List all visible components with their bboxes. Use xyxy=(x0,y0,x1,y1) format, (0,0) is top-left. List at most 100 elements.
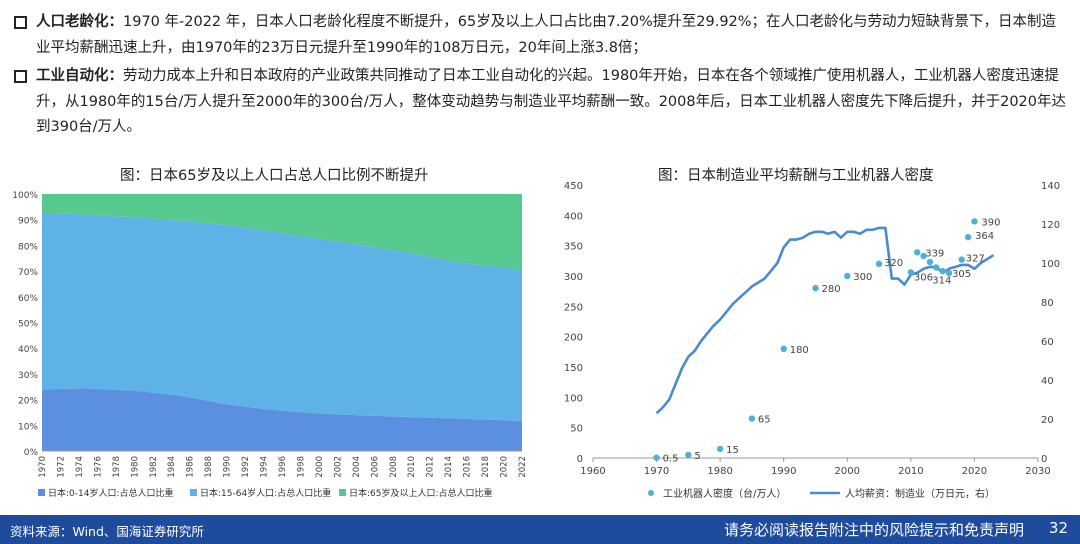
robot-density-point xyxy=(844,272,851,280)
robot-density-point xyxy=(939,267,946,275)
x-tick-label: 1960 xyxy=(580,466,605,477)
y-tick-label: 10% xyxy=(18,422,38,432)
robot-density-point xyxy=(945,269,953,277)
x-tick-label: 2014 xyxy=(444,456,454,478)
x-tick-label: 2030 xyxy=(1025,466,1050,477)
x-tick-label: 2016 xyxy=(463,456,473,478)
y-tick-label: 40% xyxy=(18,345,38,355)
legend-label: 人均薪资：制造业（万日元，右） xyxy=(845,487,995,500)
point-label: 180 xyxy=(790,345,809,356)
point-label: 15 xyxy=(726,445,739,456)
y-tick-label: 20% xyxy=(18,397,38,407)
x-tick-label: 2020 xyxy=(500,456,510,478)
y-left-tick-label: 50 xyxy=(570,424,583,435)
x-tick-label: 1990 xyxy=(771,466,796,477)
wage-robot-chart: 1960 1970 1980 1990 2000 2010 2020 203005010015… xyxy=(564,181,1060,500)
legend-swatch xyxy=(339,489,346,496)
y-right-tick-label: 100 xyxy=(1041,259,1060,270)
point-label: 306 xyxy=(914,272,933,283)
robot-density-point xyxy=(716,445,724,453)
square-bullet-icon xyxy=(14,16,27,29)
x-tick-label: 2010 xyxy=(407,456,417,478)
bullet-automation: 工业自动化：劳动力成本上升和日本政府的产业政策共同推动了日本工业自动化的兴起。1… xyxy=(8,64,1070,141)
y-left-tick-label: 250 xyxy=(564,302,583,313)
area-series xyxy=(42,388,522,451)
x-tick-label: 1988 xyxy=(204,456,214,478)
disclaimer: 请务必阅读报告附注中的风险提示和免责声明 xyxy=(723,521,1024,539)
x-tick-label: 2012 xyxy=(426,456,436,478)
robot-density-point xyxy=(920,252,927,260)
x-tick-label: 2018 xyxy=(481,456,491,478)
point-label: 339 xyxy=(925,248,944,259)
y-tick-label: 60% xyxy=(18,294,38,304)
page-number: 32 xyxy=(1048,519,1068,537)
point-label: 0.5 xyxy=(663,454,679,465)
bullet-heading: 工业自动化： xyxy=(36,68,123,84)
x-tick-label: 1984 xyxy=(167,456,177,478)
x-tick-label: 1970 xyxy=(644,466,669,477)
x-tick-label: 1976 xyxy=(93,456,103,478)
y-tick-label: 0% xyxy=(24,448,39,458)
x-tick-label: 1980 xyxy=(707,466,732,477)
robot-density-point xyxy=(933,264,940,271)
y-left-tick-label: 450 xyxy=(564,181,583,192)
y-tick-label: 30% xyxy=(18,371,38,381)
square-bullet-icon xyxy=(14,70,27,83)
y-tick-label: 100% xyxy=(12,191,38,201)
point-label: 305 xyxy=(952,269,971,280)
right-chart-title: 图：日本制造业平均薪酬与工业机器人密度 xyxy=(658,168,934,184)
bullet-text: 1970 年-2022 年，日本人口老龄化程度不断提升，65岁及以上人口占比由7… xyxy=(36,14,1057,56)
x-tick-label: 1982 xyxy=(149,456,159,478)
x-tick-label: 1996 xyxy=(278,456,288,478)
y-right-tick-label: 140 xyxy=(1041,181,1060,192)
robot-density-point xyxy=(907,269,915,276)
legend-label: 日本:15-64岁人口:占总人口比重 xyxy=(200,487,331,499)
x-tick-label: 1986 xyxy=(186,456,196,478)
bullet-list: 人口老龄化：1970 年-2022 年，日本人口老龄化程度不断提升，65岁及以上… xyxy=(8,10,1070,144)
robot-density-point xyxy=(971,218,978,225)
robot-density-point xyxy=(914,249,921,256)
bullet-aging: 人口老龄化：1970 年-2022 年，日本人口老龄化程度不断提升，65岁及以上… xyxy=(8,10,1070,61)
robot-density-point xyxy=(653,454,660,461)
footer-bar: 资料来源：Wind、国海证券研究所 请务必阅读报告附注中的风险提示和免责声明 3… xyxy=(0,515,1080,544)
x-tick-label: 1978 xyxy=(112,456,122,478)
population-area-chart: 0% 10% 20% 30% 40% 50% 60% 70% 80% 90% 100% 1970 197… xyxy=(12,191,528,499)
bullet-heading: 人口老龄化： xyxy=(36,14,123,30)
robot-density-point xyxy=(748,415,756,422)
x-tick-label: 1994 xyxy=(260,456,270,478)
left-chart-title: 图：日本65岁及以上人口占总人口比例不断提升 xyxy=(120,168,429,184)
y-left-tick-label: 150 xyxy=(564,363,583,374)
x-tick-label: 1970 xyxy=(38,456,48,478)
y-tick-label: 80% xyxy=(18,242,38,252)
y-tick-label: 70% xyxy=(18,268,38,278)
x-tick-label: 2000 xyxy=(315,456,325,478)
point-label: 390 xyxy=(981,217,1000,228)
point-label: 327 xyxy=(966,254,985,265)
x-tick-label: 2008 xyxy=(389,456,399,478)
x-tick-label: 1992 xyxy=(241,456,251,478)
y-left-tick-label: 350 xyxy=(564,242,583,253)
x-tick-label: 1998 xyxy=(296,456,306,478)
x-tick-label: 1974 xyxy=(75,456,85,478)
x-tick-label: 2004 xyxy=(352,456,362,478)
y-tick-label: 90% xyxy=(18,217,38,227)
point-label: 65 xyxy=(758,415,771,426)
y-left-tick-label: 0 xyxy=(577,454,583,465)
legend-swatch xyxy=(38,489,45,496)
area-series xyxy=(42,194,522,271)
point-label: 280 xyxy=(822,284,841,295)
robot-density-point xyxy=(780,345,787,352)
x-tick-label: 2020 xyxy=(962,466,987,477)
legend-label: 工业机器人密度（台/万人） xyxy=(663,487,786,500)
y-right-tick-label: 80 xyxy=(1041,298,1054,309)
y-right-tick-label: 20 xyxy=(1041,415,1054,426)
source-note: 资料来源：Wind、国海证券研究所 xyxy=(10,524,204,539)
x-tick-label: 1972 xyxy=(56,456,66,478)
legend-marker xyxy=(648,490,654,496)
y-left-tick-label: 300 xyxy=(564,272,583,283)
robot-density-point xyxy=(685,451,692,459)
y-tick-label: 50% xyxy=(18,320,38,330)
x-tick-label: 2006 xyxy=(370,456,380,478)
x-tick-label: 2010 xyxy=(898,466,923,477)
point-label: 5 xyxy=(694,451,700,462)
